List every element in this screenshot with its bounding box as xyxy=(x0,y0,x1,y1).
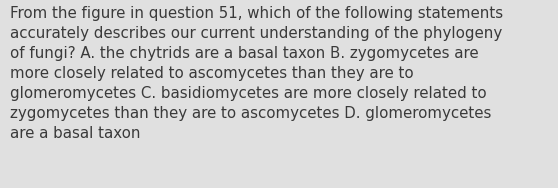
Text: From the figure in question 51, which of the following statements
accurately des: From the figure in question 51, which of… xyxy=(10,6,503,141)
